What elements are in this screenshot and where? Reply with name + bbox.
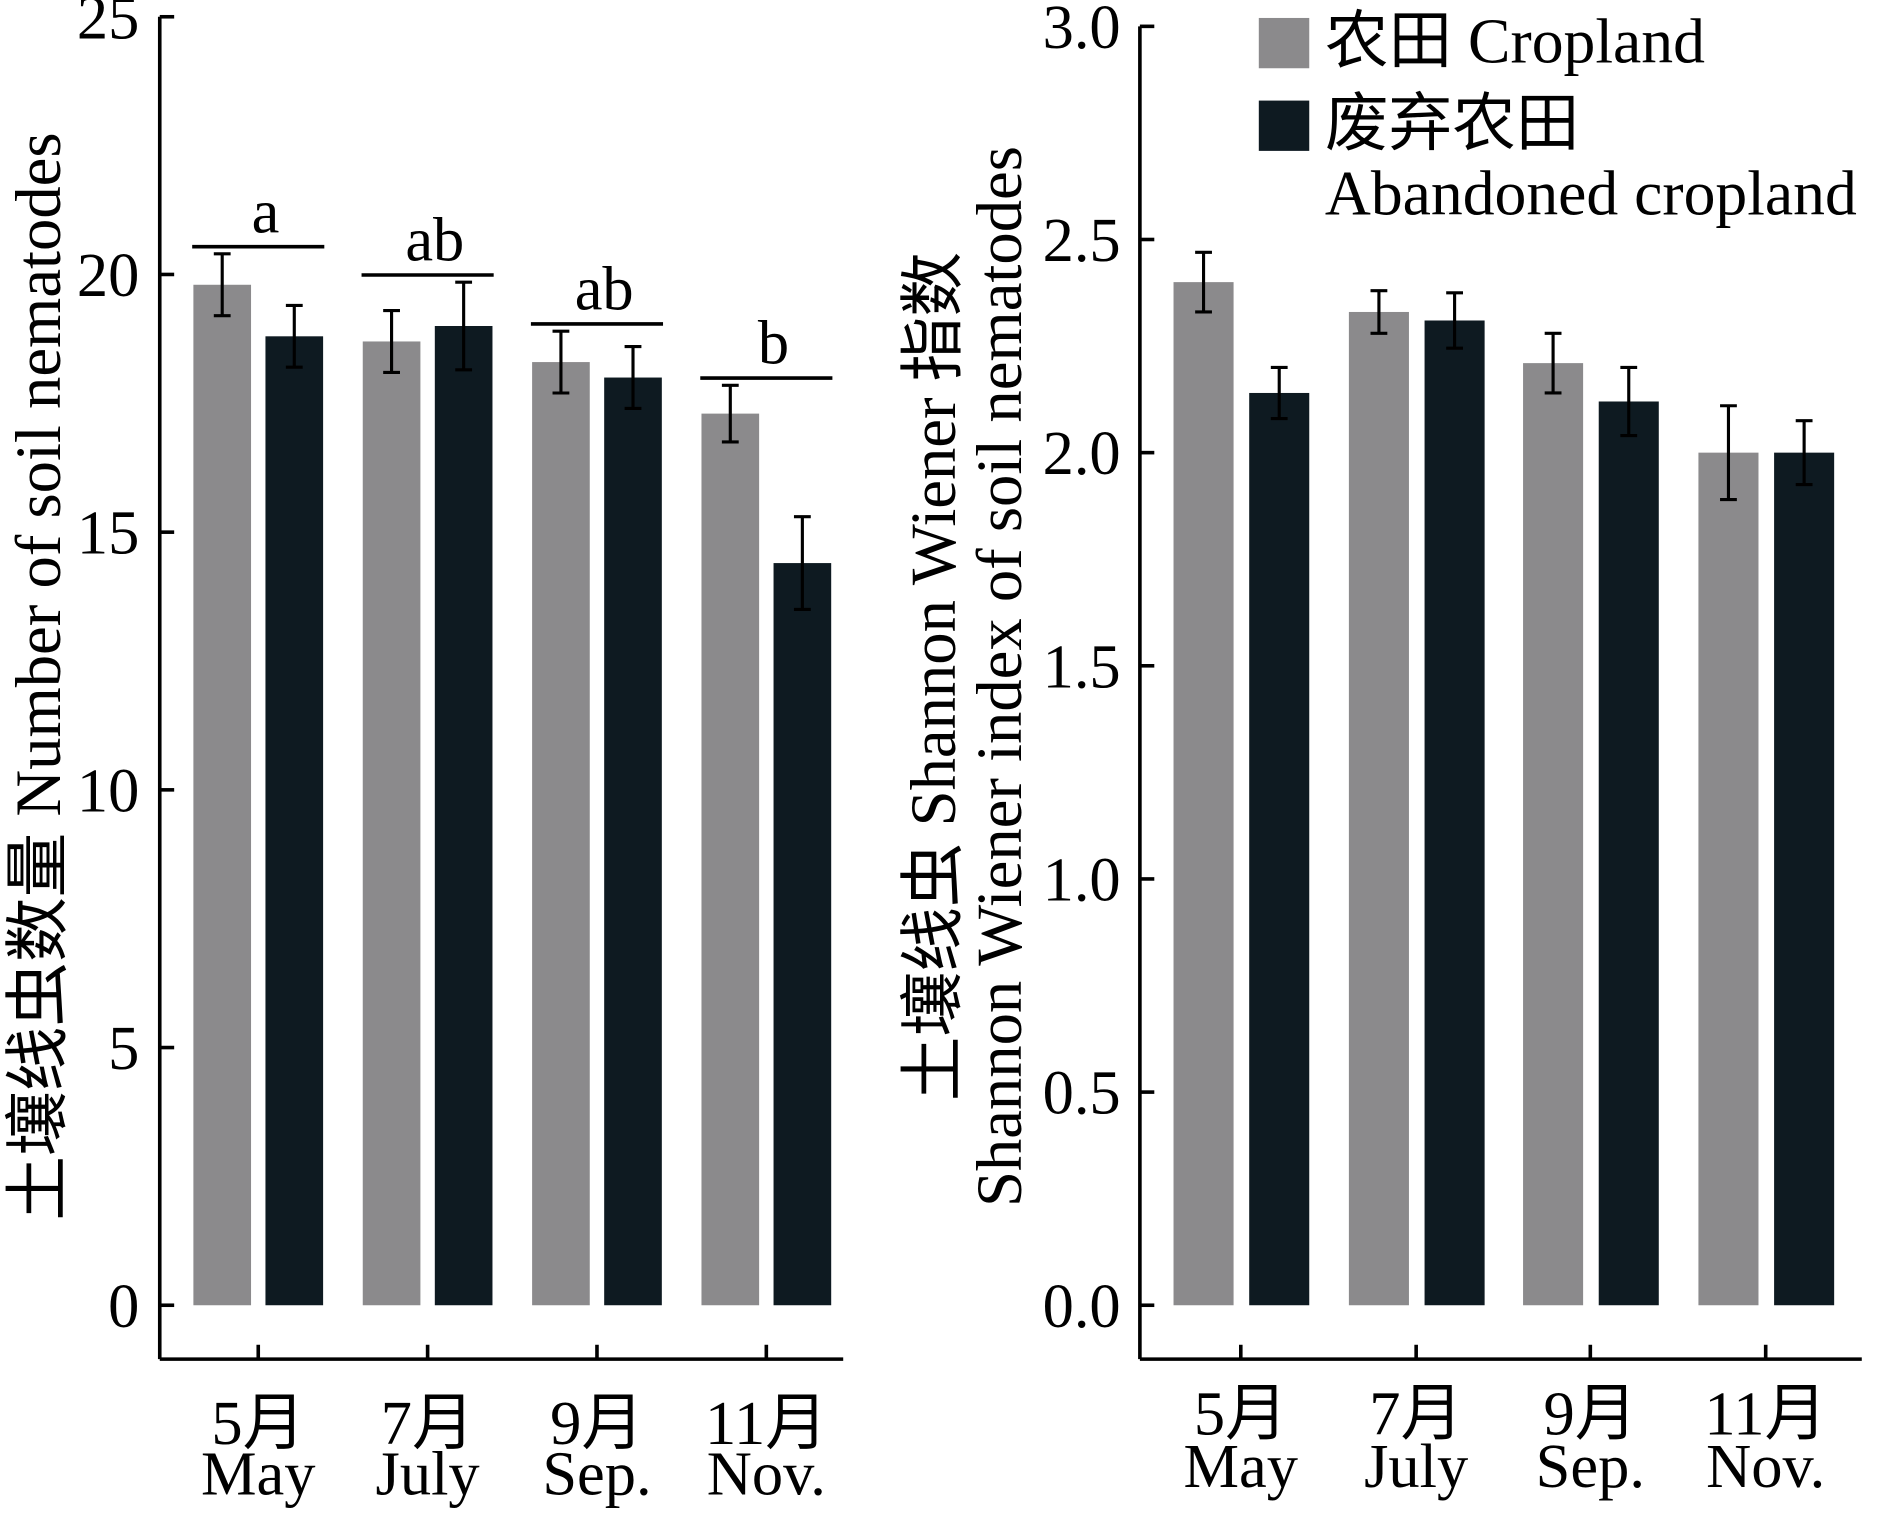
- bar-s1-c2: [362, 341, 421, 1306]
- y-tick-label: 3.0: [1043, 0, 1121, 62]
- y-tick-label: 0.0: [1043, 1272, 1121, 1341]
- bar-s2-c2: [434, 325, 493, 1306]
- y-tick-label: 1.5: [1043, 632, 1121, 701]
- y-axis-label: 土壤线虫 Shannon Wiener 指数: [898, 252, 970, 1101]
- x-tick-label-month-en: May: [1184, 1432, 1298, 1501]
- x-tick-label-month-zh: 9月: [550, 1389, 644, 1458]
- y-tick-label: 0.5: [1043, 1059, 1121, 1128]
- legend-label: 废弃农田: [1325, 88, 1580, 159]
- y-tick-label: 1.0: [1043, 846, 1121, 915]
- legend-label: 农田 Cropland: [1325, 5, 1705, 76]
- x-tick-label-month-en: Sep.: [1536, 1432, 1645, 1501]
- bar-s2-c1: [1249, 392, 1310, 1306]
- x-tick-label-month-en: May: [201, 1440, 315, 1509]
- x-tick-label-month-en: July: [376, 1440, 480, 1509]
- x-tick-label-month-en: July: [1364, 1432, 1468, 1501]
- x-tick-label-month-en: Nov.: [1706, 1432, 1825, 1501]
- bar-s1-c1: [1173, 282, 1234, 1306]
- x-tick-label-month-zh: 7月: [1369, 1380, 1463, 1449]
- x-tick-label-month-zh: 7月: [381, 1389, 475, 1458]
- y-tick-label: 2.0: [1043, 419, 1121, 488]
- y-axis-label: Shannon Wiener index of soil nematodes: [964, 146, 1036, 1207]
- bar-s1-c2: [1348, 311, 1409, 1306]
- y-tick-label: 5: [108, 1014, 139, 1083]
- significance-letter: ab: [405, 206, 464, 275]
- bar-s1-c3: [1523, 363, 1584, 1306]
- x-tick-label-month-en: Sep.: [542, 1440, 651, 1509]
- legend-swatch: [1258, 17, 1310, 69]
- bar-s1-c1: [193, 284, 252, 1306]
- y-tick-label: 25: [77, 0, 139, 52]
- bar-s2-c4: [773, 563, 832, 1306]
- y-tick-label: 15: [77, 499, 139, 568]
- significance-letter: b: [758, 309, 789, 378]
- significance-letter: ab: [575, 255, 634, 324]
- y-tick-label: 20: [77, 241, 139, 310]
- bar-s2-c4: [1774, 452, 1835, 1306]
- bar-s2-c1: [265, 336, 324, 1306]
- significance-letter: a: [252, 177, 280, 246]
- x-tick-label-month-zh: 11月: [1704, 1380, 1827, 1449]
- x-tick-label-month-en: Nov.: [707, 1440, 826, 1509]
- bar-s2-c2: [1424, 320, 1485, 1306]
- y-tick-label: 10: [77, 756, 139, 825]
- bar-s1-c3: [532, 362, 590, 1306]
- y-tick-label: 0: [108, 1272, 139, 1341]
- y-tick-label: 2.5: [1043, 206, 1121, 275]
- bar-s1-c4: [1698, 452, 1759, 1306]
- bar-s2-c3: [1598, 401, 1659, 1306]
- legend-label: Abandoned cropland: [1325, 157, 1857, 228]
- y-axis-label: 土壤线虫数量 Number of soil nematodes: [3, 133, 75, 1221]
- legend-swatch: [1258, 100, 1310, 151]
- x-tick-label-month-zh: 5月: [1194, 1380, 1288, 1449]
- x-tick-label-month-zh: 11月: [705, 1389, 828, 1458]
- x-tick-label-month-zh: 9月: [1543, 1380, 1637, 1449]
- bar-s1-c4: [701, 413, 760, 1306]
- x-tick-label-month-zh: 5月: [211, 1389, 305, 1458]
- bar-s2-c3: [604, 377, 662, 1306]
